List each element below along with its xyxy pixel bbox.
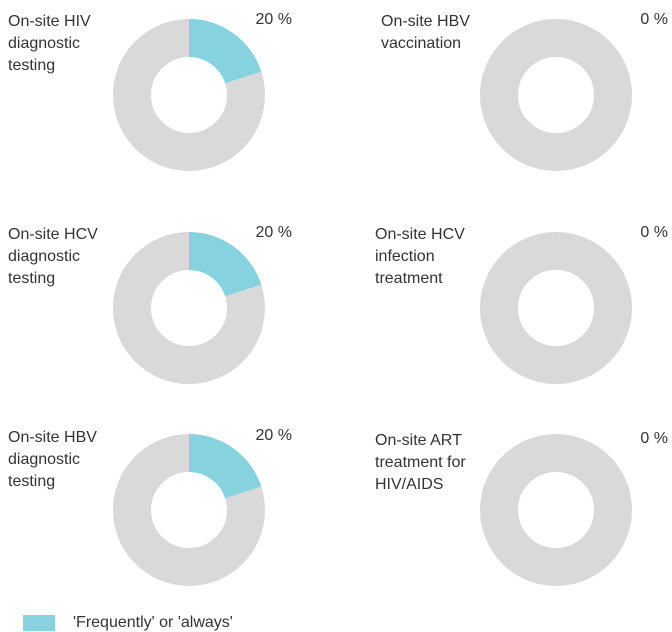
donut-track [480,232,632,384]
chart-title: testing [8,473,55,490]
chart-title: treatment [375,270,443,287]
chart-title: On-site HCV [8,226,98,243]
value-label: 0 % [640,224,668,241]
chart-title: On-site HBV [8,429,97,446]
value-label: 0 % [640,11,668,28]
chart-title: On-site HBV [381,13,470,30]
chart-title: On-site HCV [375,226,465,243]
chart-title: treatment for [375,454,466,471]
value-label: 20 % [256,224,292,241]
donut-segment [189,19,262,84]
chart-title: testing [8,57,55,74]
donut-track [480,434,632,586]
chart-title: HIV/AIDS [375,476,443,493]
legend-label: 'Frequently' or 'always' [73,614,233,631]
chart-title: diagnostic [8,451,80,468]
legend-swatch [23,615,55,631]
value-label: 20 % [256,11,292,28]
chart-title: diagnostic [8,248,80,265]
chart-title: infection [375,248,435,265]
chart-title: On-site ART [375,432,462,449]
chart-title: On-site HIV [8,13,91,30]
chart-title: testing [8,270,55,287]
chart-title: diagnostic [8,35,80,52]
donut-track [480,19,632,171]
value-label: 0 % [640,430,668,447]
donut-segment [189,434,262,499]
donut-segment [189,232,262,297]
chart-title: vaccination [381,35,461,52]
value-label: 20 % [256,427,292,444]
